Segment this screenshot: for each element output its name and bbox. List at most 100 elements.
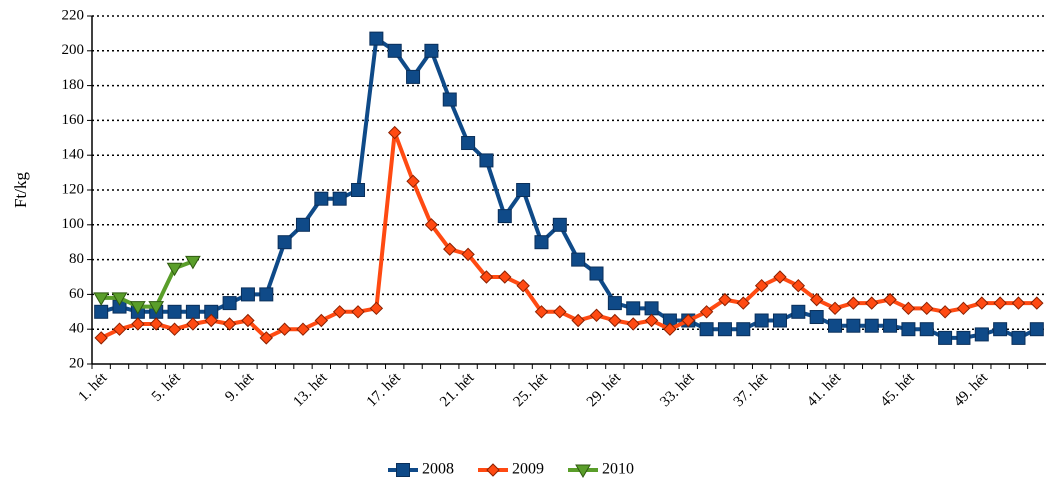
legend-marker xyxy=(486,463,500,477)
data-point xyxy=(387,43,402,58)
data-point xyxy=(111,292,128,306)
x-tick-label: 49. hét xyxy=(951,369,992,410)
legend-marker xyxy=(396,463,410,477)
x-tick-label: 17. hét xyxy=(364,369,405,410)
data-point xyxy=(571,252,586,267)
y-tick-label: 220 xyxy=(62,7,85,23)
data-point xyxy=(388,125,402,140)
x-tick-label: 45. hét xyxy=(877,369,918,410)
legend-marker xyxy=(575,464,591,478)
data-point xyxy=(424,218,439,232)
data-point xyxy=(938,305,952,319)
data-point xyxy=(938,330,953,345)
data-point xyxy=(332,305,347,319)
data-point xyxy=(479,153,494,168)
data-point xyxy=(754,278,769,293)
data-point xyxy=(406,69,421,84)
data-point xyxy=(314,191,329,206)
x-tick-label: 25. hét xyxy=(511,369,552,410)
data-point xyxy=(369,301,384,316)
data-point xyxy=(589,308,604,322)
data-point xyxy=(167,304,182,319)
data-point xyxy=(277,322,292,336)
data-point xyxy=(351,305,365,319)
x-tick-label: 41. hét xyxy=(804,369,845,410)
data-point xyxy=(956,330,971,345)
data-point xyxy=(901,322,916,337)
data-point xyxy=(864,318,879,333)
y-tick-label: 20 xyxy=(69,355,84,371)
y-tick-label: 120 xyxy=(62,181,85,197)
data-point xyxy=(974,327,989,342)
data-point xyxy=(129,301,146,315)
x-tick-label: 33. hét xyxy=(657,369,698,410)
data-point xyxy=(93,292,110,306)
data-point xyxy=(534,305,549,319)
legend-label: 2009 xyxy=(512,461,544,478)
y-axis-label: Ft/kg xyxy=(11,172,30,208)
data-point xyxy=(259,331,273,345)
data-point xyxy=(883,318,898,333)
data-point xyxy=(369,31,384,46)
data-point xyxy=(259,287,274,302)
data-point xyxy=(443,242,457,256)
data-point xyxy=(149,317,163,331)
data-point xyxy=(314,313,329,328)
x-tick-label: 21. hét xyxy=(437,369,478,410)
data-point xyxy=(112,322,127,336)
series-line xyxy=(100,36,1038,340)
x-tick-label: 1. hét xyxy=(76,369,111,404)
data-point xyxy=(773,270,787,284)
data-point xyxy=(241,313,255,328)
series-line xyxy=(100,130,1037,340)
x-tick-label: 13. hét xyxy=(290,369,331,410)
y-tick-label: 180 xyxy=(62,77,85,93)
data-point xyxy=(754,313,769,328)
x-tick-label: 29. hét xyxy=(584,369,625,410)
data-point xyxy=(516,183,531,197)
data-point xyxy=(883,292,897,307)
x-tick-label: 5. hét xyxy=(149,369,184,404)
data-point xyxy=(1030,296,1044,310)
data-point xyxy=(736,322,751,337)
data-point xyxy=(204,313,218,328)
data-point xyxy=(828,301,842,316)
data-point xyxy=(1029,322,1044,337)
data-point xyxy=(919,322,934,337)
y-tick-label: 60 xyxy=(69,286,84,302)
data-point xyxy=(809,292,824,307)
data-point xyxy=(865,296,879,310)
data-point xyxy=(846,318,861,333)
data-point xyxy=(644,313,659,328)
data-point xyxy=(608,313,622,328)
data-point xyxy=(553,305,567,319)
data-point xyxy=(166,262,183,277)
data-point xyxy=(442,92,457,107)
data-point xyxy=(534,235,549,250)
data-point xyxy=(1011,296,1026,310)
data-point xyxy=(406,174,420,189)
data-point xyxy=(644,301,659,316)
data-point xyxy=(663,322,677,336)
data-point xyxy=(993,322,1008,337)
data-point xyxy=(516,278,530,293)
y-tick-label: 40 xyxy=(69,321,84,337)
data-point xyxy=(295,217,310,232)
data-point xyxy=(185,255,201,270)
data-point xyxy=(148,301,165,315)
data-point xyxy=(479,270,494,284)
data-point xyxy=(167,322,182,336)
x-tick-label: 9. hét xyxy=(222,369,257,404)
data-point xyxy=(296,322,310,336)
data-point xyxy=(718,292,732,307)
data-point xyxy=(736,296,750,310)
y-tick-label: 140 xyxy=(62,147,85,163)
y-tick-label: 160 xyxy=(62,112,85,128)
data-point xyxy=(185,304,200,319)
data-point xyxy=(131,317,145,331)
data-point xyxy=(901,301,916,316)
data-point xyxy=(809,310,824,325)
y-tick-label: 200 xyxy=(62,42,85,58)
data-point xyxy=(351,183,366,197)
